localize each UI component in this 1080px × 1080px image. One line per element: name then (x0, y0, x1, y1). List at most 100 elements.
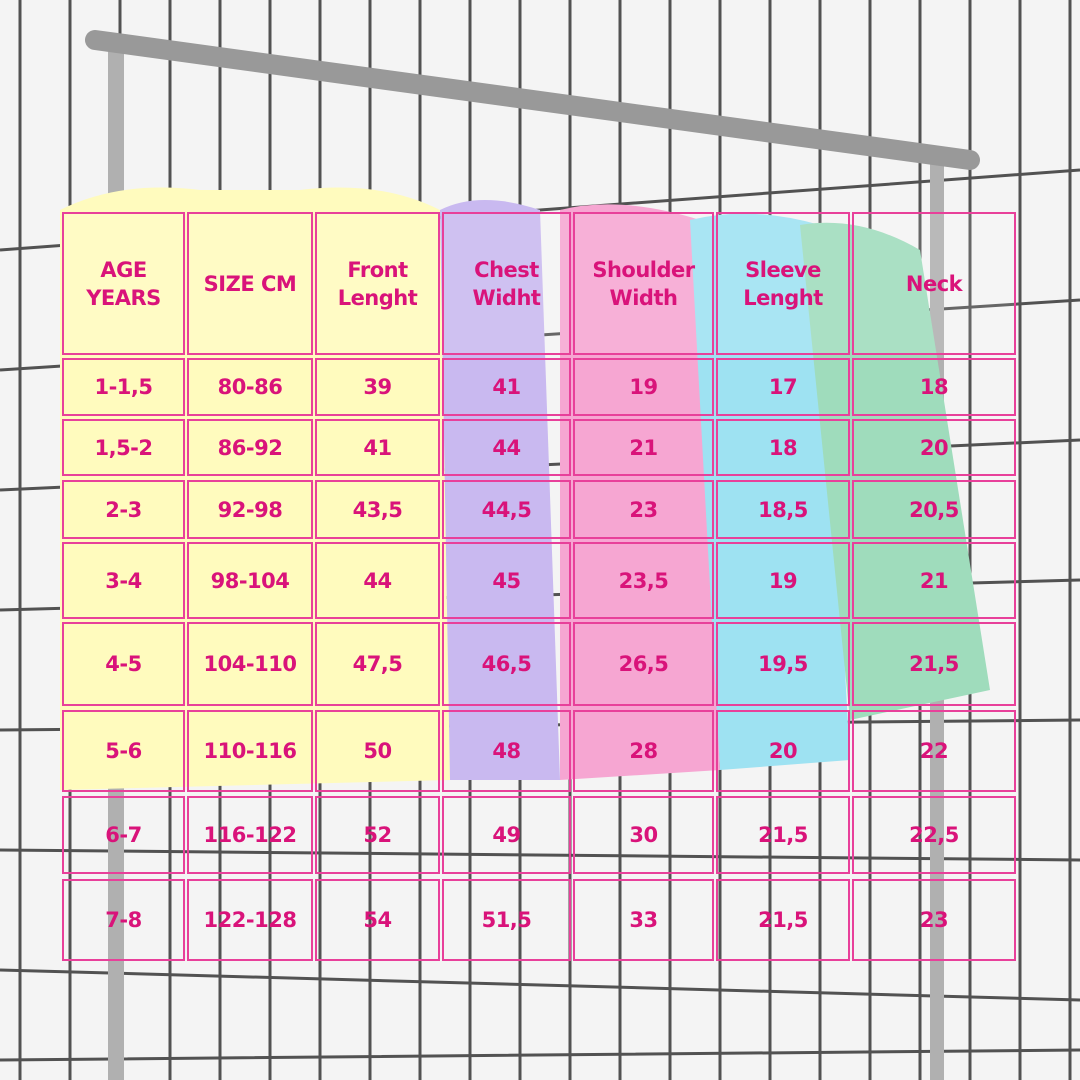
cell-text: 21,5 (758, 908, 808, 932)
data-cell: 19,5 (716, 622, 850, 706)
cell-text: 104-110 (203, 652, 297, 676)
data-cell: 110-116 (187, 710, 313, 792)
cell-text: 33 (629, 908, 658, 932)
cell-text: Front Lenght (337, 257, 418, 310)
cell-text: 6-7 (105, 823, 142, 847)
cell-text: 23 (629, 497, 658, 522)
data-cell: 80-86 (187, 358, 313, 416)
cell-text: 43,5 (352, 497, 403, 522)
data-cell: 1-1,5 (62, 358, 185, 416)
data-cell: 50 (315, 710, 440, 792)
data-cell: 22,5 (852, 796, 1016, 874)
cell-text: 19,5 (758, 652, 808, 676)
data-cell: 5-6 (62, 710, 185, 792)
data-cell: 52 (315, 796, 440, 874)
data-cell: 44,5 (442, 480, 571, 539)
cell-text: 30 (629, 823, 658, 847)
data-cell: 23,5 (573, 542, 714, 619)
header-cell: Neck (852, 212, 1016, 355)
data-cell: 19 (573, 358, 714, 416)
data-cell: 98-104 (187, 542, 313, 619)
cell-text: 1-1,5 (94, 375, 153, 399)
data-cell: 44 (442, 419, 571, 476)
cell-text: 23 (919, 908, 949, 932)
data-cell: 21,5 (716, 879, 850, 961)
cell-text: Neck (905, 271, 963, 296)
data-cell: 116-122 (187, 796, 313, 874)
cell-text: 23,5 (618, 568, 669, 593)
cell-text: 22 (919, 739, 949, 763)
data-cell: 43,5 (315, 480, 440, 539)
data-cell: 86-92 (187, 419, 313, 476)
data-cell: 23 (573, 480, 714, 539)
cell-text: Sleeve Lenght (743, 257, 823, 310)
cell-text: 21 (629, 435, 658, 460)
data-cell: 1,5-2 (62, 419, 185, 476)
cell-text: 20 (768, 739, 798, 763)
data-cell: 45 (442, 542, 571, 619)
data-cell: 41 (442, 358, 571, 416)
cell-text: 110-116 (203, 739, 297, 763)
cell-text: 44,5 (481, 497, 532, 522)
cell-text: SIZE CM (203, 271, 297, 296)
data-cell: 21 (573, 419, 714, 476)
data-cell: 4-5 (62, 622, 185, 706)
data-cell: 92-98 (187, 480, 313, 539)
data-cell: 22 (852, 710, 1016, 792)
data-cell: 28 (573, 710, 714, 792)
data-cell: 54 (315, 879, 440, 961)
cell-text: Chest Widht (472, 257, 541, 310)
cell-text: 20 (919, 435, 949, 460)
data-cell: 104-110 (187, 622, 313, 706)
data-cell: 7-8 (62, 879, 185, 961)
data-cell: 18 (852, 358, 1016, 416)
data-cell: 33 (573, 879, 714, 961)
data-cell: 21 (852, 542, 1016, 619)
data-cell: 20 (716, 710, 850, 792)
cell-text: 122-128 (203, 908, 297, 932)
cell-text: 18 (768, 435, 798, 460)
header-cell: Sleeve Lenght (716, 212, 850, 355)
cell-text: 1,5-2 (94, 435, 153, 460)
data-cell: 3-4 (62, 542, 185, 619)
cell-text: 41 (492, 375, 521, 399)
cell-text: 39 (363, 375, 392, 399)
cell-text: 19 (768, 568, 798, 593)
data-cell: 21,5 (716, 796, 850, 874)
data-cell: 26,5 (573, 622, 714, 706)
header-cell: Shoulder Width (573, 212, 714, 355)
cell-text: 45 (492, 568, 521, 593)
cell-text: 54 (363, 908, 392, 932)
cell-text: 5-6 (105, 739, 142, 763)
cell-text: 21,5 (758, 823, 808, 847)
cell-text: AGE YEARS (86, 257, 161, 310)
data-cell: 44 (315, 542, 440, 619)
data-cell: 41 (315, 419, 440, 476)
cell-text: 4-5 (105, 652, 142, 676)
cell-text: 86-92 (217, 435, 283, 460)
data-cell: 2-3 (62, 480, 185, 539)
cell-text: 21 (919, 568, 949, 593)
data-cell: 18 (716, 419, 850, 476)
cell-text: 48 (492, 739, 521, 763)
data-cell: 18,5 (716, 480, 850, 539)
data-cell: 48 (442, 710, 571, 792)
data-cell: 6-7 (62, 796, 185, 874)
cell-text: 47,5 (352, 652, 403, 676)
data-cell: 19 (716, 542, 850, 619)
cell-text: 46,5 (481, 652, 532, 676)
header-cell: AGE YEARS (62, 212, 185, 355)
cell-text: 20,5 (909, 497, 959, 522)
data-cell: 39 (315, 358, 440, 416)
cell-text: 80-86 (217, 375, 283, 399)
cell-text: 26,5 (618, 652, 669, 676)
cell-text: 41 (363, 435, 392, 460)
data-cell: 21,5 (852, 622, 1016, 706)
cell-text: 44 (492, 435, 521, 460)
cell-text: 98-104 (210, 568, 290, 593)
data-cell: 23 (852, 879, 1016, 961)
header-cell: Chest Widht (442, 212, 571, 355)
data-cell: 17 (716, 358, 850, 416)
